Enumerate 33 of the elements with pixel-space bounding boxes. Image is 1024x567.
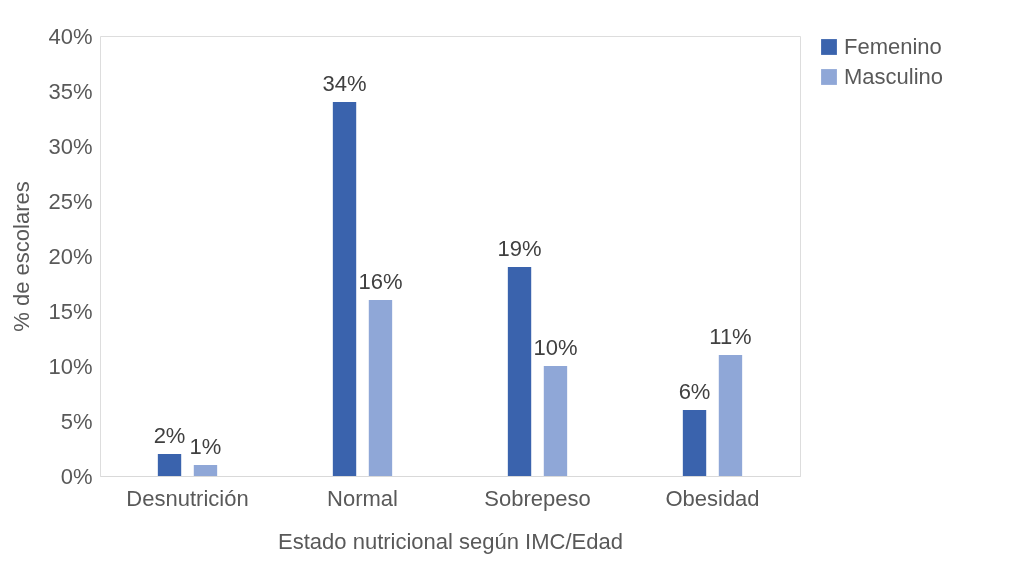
bar bbox=[682, 410, 707, 476]
y-tick-label: 40% bbox=[48, 23, 93, 49]
y-tick-label: 30% bbox=[48, 133, 93, 159]
data-label: 11% bbox=[709, 324, 752, 349]
bar bbox=[507, 267, 532, 476]
legend-label: Femenino bbox=[844, 34, 942, 59]
data-label: 2% bbox=[153, 423, 186, 448]
x-tick-label: Sobrepeso bbox=[484, 485, 591, 511]
data-label: 34% bbox=[322, 71, 367, 96]
x-tick-label: Desnutrición bbox=[126, 485, 249, 511]
bar bbox=[543, 366, 568, 476]
y-tick-label: 35% bbox=[48, 78, 93, 104]
data-label: 10% bbox=[533, 335, 578, 360]
bar bbox=[368, 300, 393, 476]
bar bbox=[718, 355, 743, 476]
data-label: 19% bbox=[497, 236, 542, 261]
x-tick-label: Normal bbox=[327, 485, 398, 511]
y-tick-label: 0% bbox=[60, 463, 93, 489]
y-tick-label: 15% bbox=[48, 298, 93, 324]
y-tick-label: 20% bbox=[48, 243, 93, 269]
x-tick-label: Obesidad bbox=[665, 485, 760, 511]
bar bbox=[332, 102, 357, 476]
data-label: 6% bbox=[678, 379, 711, 404]
data-label: 16% bbox=[358, 269, 403, 294]
data-label: 1% bbox=[189, 434, 222, 459]
bar bbox=[157, 454, 182, 476]
y-tick-label: 10% bbox=[48, 353, 93, 379]
legend-label: Masculino bbox=[844, 64, 944, 89]
y-tick-label: 25% bbox=[48, 188, 93, 214]
x-axis-title: Estado nutricional según IMC/Edad bbox=[278, 528, 623, 554]
y-axis-title: % de escolares bbox=[9, 181, 35, 332]
bar bbox=[193, 465, 218, 476]
y-tick-label: 5% bbox=[60, 408, 93, 434]
